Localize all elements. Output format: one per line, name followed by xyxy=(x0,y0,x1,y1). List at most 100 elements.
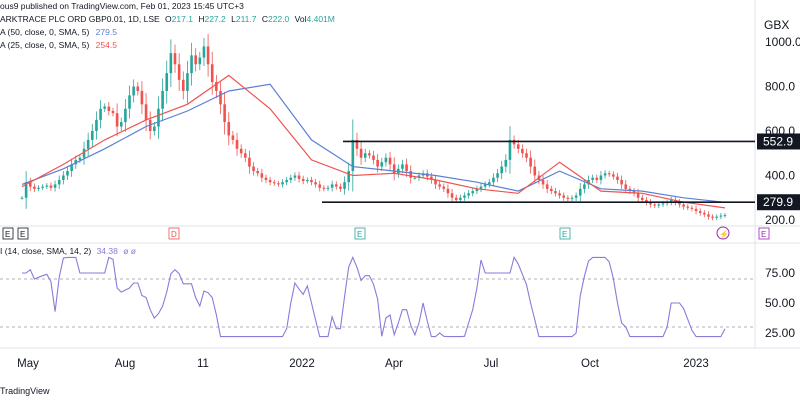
candle-body[interactable] xyxy=(330,184,334,188)
candle-body[interactable] xyxy=(256,171,260,174)
candle-body[interactable] xyxy=(95,119,98,131)
candle-body[interactable] xyxy=(640,197,644,200)
candle-body[interactable] xyxy=(318,184,322,188)
candle-body[interactable] xyxy=(343,182,346,189)
candle-body[interactable] xyxy=(500,166,503,174)
candle-body[interactable] xyxy=(161,90,164,109)
candle-body[interactable] xyxy=(107,106,111,111)
candle-body[interactable] xyxy=(595,177,599,180)
candle-body[interactable] xyxy=(707,214,710,217)
candle-body[interactable] xyxy=(674,199,677,203)
candle-body[interactable] xyxy=(206,46,210,65)
candle-body[interactable] xyxy=(57,179,61,185)
candle-body[interactable] xyxy=(657,204,661,206)
candle-body[interactable] xyxy=(169,53,173,74)
candle-body[interactable] xyxy=(239,148,243,154)
candle-body[interactable] xyxy=(103,106,107,109)
candle-body[interactable] xyxy=(272,182,276,184)
candle-body[interactable] xyxy=(624,184,628,189)
candle-body[interactable] xyxy=(583,184,586,189)
candle-body[interactable] xyxy=(310,179,313,183)
candle-body[interactable] xyxy=(574,195,578,198)
candle-body[interactable] xyxy=(558,193,561,196)
candle-body[interactable] xyxy=(144,104,148,120)
candle-body[interactable] xyxy=(471,191,475,194)
candle-body[interactable] xyxy=(45,185,49,187)
candle-body[interactable] xyxy=(392,164,396,174)
candle-body[interactable] xyxy=(190,55,193,74)
candle-body[interactable] xyxy=(711,216,714,218)
candle-body[interactable] xyxy=(566,197,570,199)
candle-body[interactable] xyxy=(430,176,433,180)
candle-body[interactable] xyxy=(545,184,549,189)
candle-body[interactable] xyxy=(550,188,553,192)
candle-body[interactable] xyxy=(177,64,181,80)
candle-body[interactable] xyxy=(252,166,255,172)
candle-body[interactable] xyxy=(33,186,36,189)
candle-body[interactable] xyxy=(533,166,537,176)
candle-body[interactable] xyxy=(322,187,326,189)
candle-body[interactable] xyxy=(603,173,607,176)
candle-body[interactable] xyxy=(128,95,131,109)
candle-body[interactable] xyxy=(698,211,702,213)
candle-body[interactable] xyxy=(686,206,690,208)
candle-body[interactable] xyxy=(260,173,264,178)
candle-body[interactable] xyxy=(719,215,723,217)
candle-body[interactable] xyxy=(380,162,384,167)
candle-body[interactable] xyxy=(111,110,115,114)
candle-body[interactable] xyxy=(359,148,363,158)
candle-body[interactable] xyxy=(153,126,156,131)
candle-body[interactable] xyxy=(132,86,135,96)
candle-body[interactable] xyxy=(384,157,388,163)
candle-body[interactable] xyxy=(653,204,656,206)
candle-body[interactable] xyxy=(41,186,44,188)
candle-body[interactable] xyxy=(165,73,169,91)
candle-body[interactable] xyxy=(508,139,512,160)
candle-body[interactable] xyxy=(157,108,160,127)
dividend-marker[interactable] xyxy=(758,227,770,240)
candle-body[interactable] xyxy=(223,104,226,123)
candle-body[interactable] xyxy=(504,159,508,167)
candle-body[interactable] xyxy=(413,177,417,179)
candle-body[interactable] xyxy=(612,174,615,177)
legend-line-ma50[interactable]: A (50, close, 0, SMA, 5) 279.5 xyxy=(0,27,117,37)
candle-body[interactable] xyxy=(347,171,350,183)
candle-body[interactable] xyxy=(372,155,375,160)
candle-body[interactable] xyxy=(690,207,694,209)
candle-body[interactable] xyxy=(446,188,450,194)
candle-body[interactable] xyxy=(525,153,528,158)
legend-line-ma25[interactable]: A (25, close, 0, SMA, 5) 254.5 xyxy=(0,40,117,50)
candle-body[interactable] xyxy=(86,139,90,149)
candle-body[interactable] xyxy=(591,177,594,180)
candle-body[interactable] xyxy=(363,153,367,158)
candle-body[interactable] xyxy=(244,153,247,158)
candle-body[interactable] xyxy=(401,164,404,169)
candle-body[interactable] xyxy=(669,199,673,203)
candle-body[interactable] xyxy=(723,215,727,217)
candle-body[interactable] xyxy=(66,171,69,176)
candle-body[interactable] xyxy=(554,191,557,194)
candle-body[interactable] xyxy=(28,182,32,187)
candle-body[interactable] xyxy=(541,179,545,185)
candle-body[interactable] xyxy=(620,179,623,185)
candle-body[interactable] xyxy=(306,179,309,182)
candle-body[interactable] xyxy=(521,148,524,154)
time-axis[interactable]: May Aug 11 2022 Apr Jul Oct 2023 xyxy=(17,358,709,370)
candle-body[interactable] xyxy=(49,185,53,188)
earnings-marker[interactable] xyxy=(354,227,366,240)
candle-body[interactable] xyxy=(475,188,479,192)
candle-body[interactable] xyxy=(703,212,706,215)
candle-body[interactable] xyxy=(632,191,636,194)
candle-body[interactable] xyxy=(227,122,231,136)
candle-body[interactable] xyxy=(645,199,648,203)
candle-body[interactable] xyxy=(636,193,640,198)
candle-body[interactable] xyxy=(289,177,293,180)
candle-body[interactable] xyxy=(376,159,379,167)
earnings-marker[interactable] xyxy=(17,227,29,240)
candle-body[interactable] xyxy=(368,153,371,156)
candle-body[interactable] xyxy=(326,187,330,189)
candle-body[interactable] xyxy=(409,171,413,178)
candle-body[interactable] xyxy=(694,208,698,212)
candle-body[interactable] xyxy=(268,179,272,183)
candle-body[interactable] xyxy=(334,184,338,187)
